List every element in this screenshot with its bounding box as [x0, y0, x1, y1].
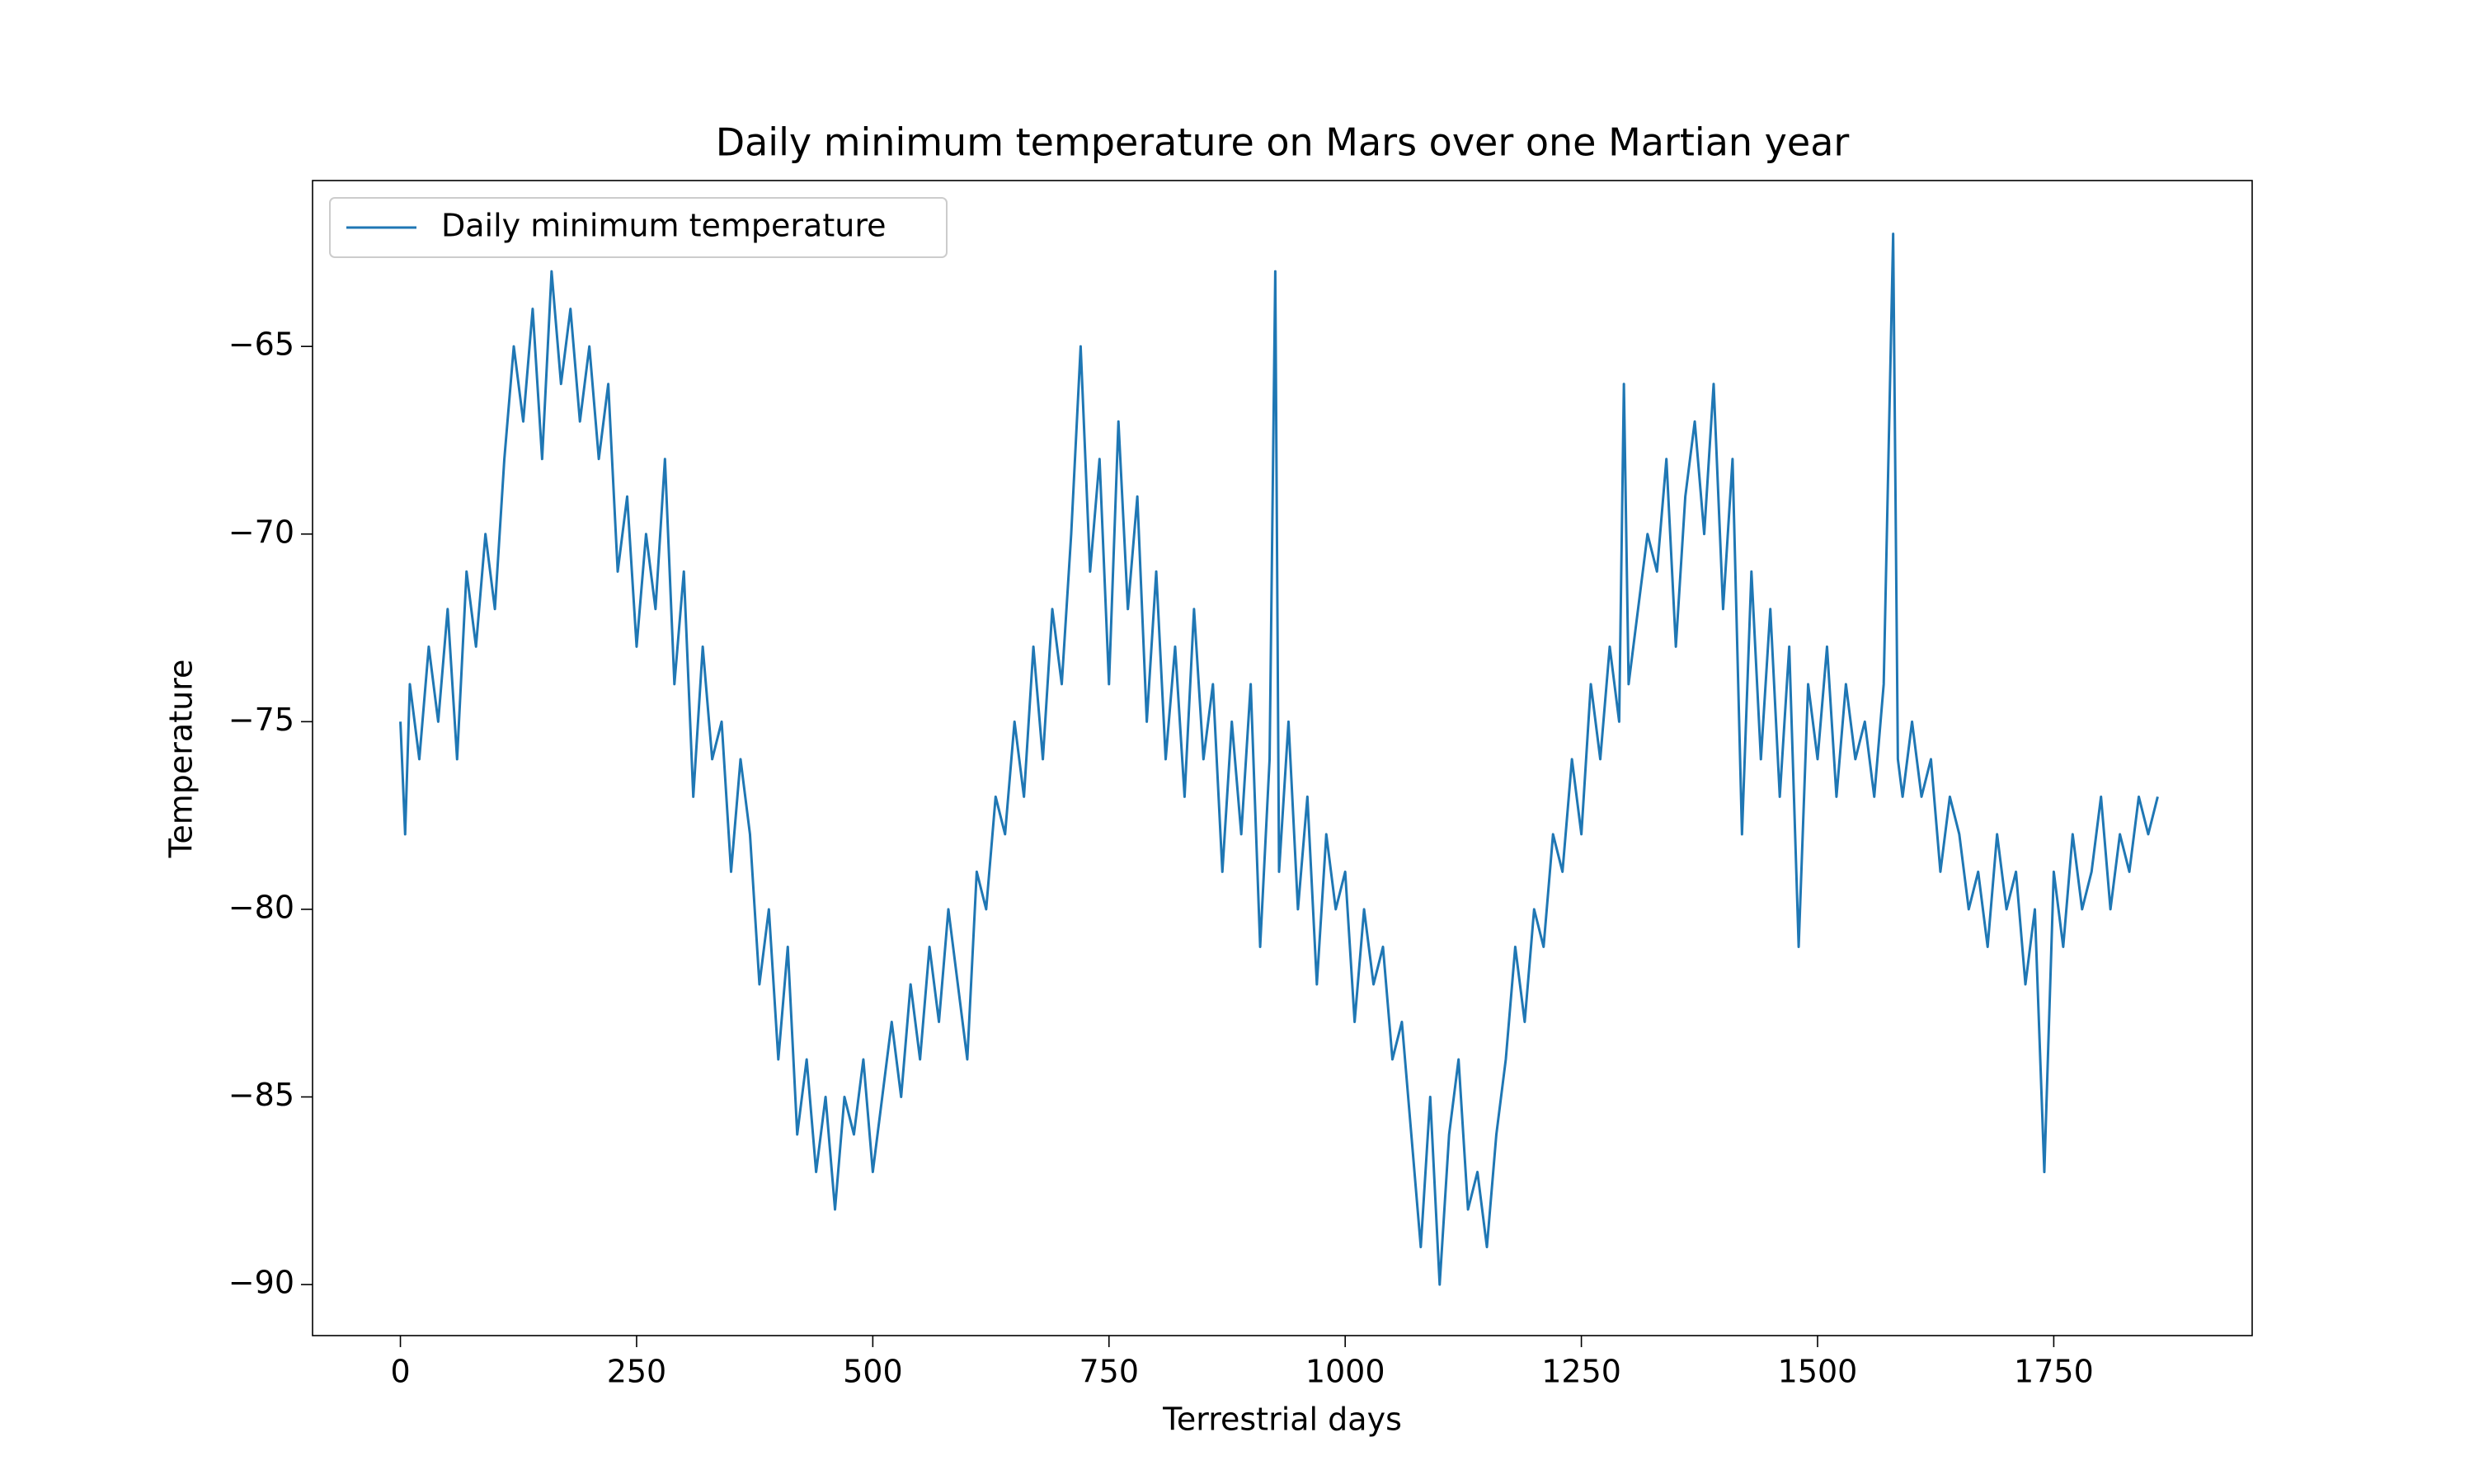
- x-tick-label: 1250: [1541, 1354, 1621, 1390]
- x-tick-label: 1750: [2014, 1354, 2094, 1390]
- x-tick-label: 750: [1079, 1354, 1140, 1390]
- data-line: [399, 232, 2159, 1286]
- y-tick-label: −80: [228, 889, 294, 925]
- y-tick-label: −65: [228, 326, 294, 363]
- x-tick-label: 1000: [1305, 1354, 1385, 1390]
- x-tick-label: 1500: [1778, 1354, 1858, 1390]
- legend-box: [329, 197, 948, 258]
- plot-frame: [312, 180, 2253, 1336]
- y-tick-label: −75: [228, 702, 294, 738]
- y-tick-label: −90: [228, 1265, 294, 1301]
- y-axis-label: Temperature: [163, 660, 200, 859]
- legend-label: Daily minimum temperature: [441, 208, 887, 244]
- x-tick-label: 0: [390, 1354, 410, 1390]
- x-tick-label: 250: [607, 1354, 667, 1390]
- chart-title: Daily minimum temperature on Mars over o…: [716, 120, 1850, 165]
- x-axis-label: Terrestrial days: [1162, 1402, 1402, 1438]
- y-tick-label: −70: [228, 514, 294, 550]
- y-tick-label: −85: [228, 1077, 294, 1113]
- x-tick-label: 500: [843, 1354, 903, 1390]
